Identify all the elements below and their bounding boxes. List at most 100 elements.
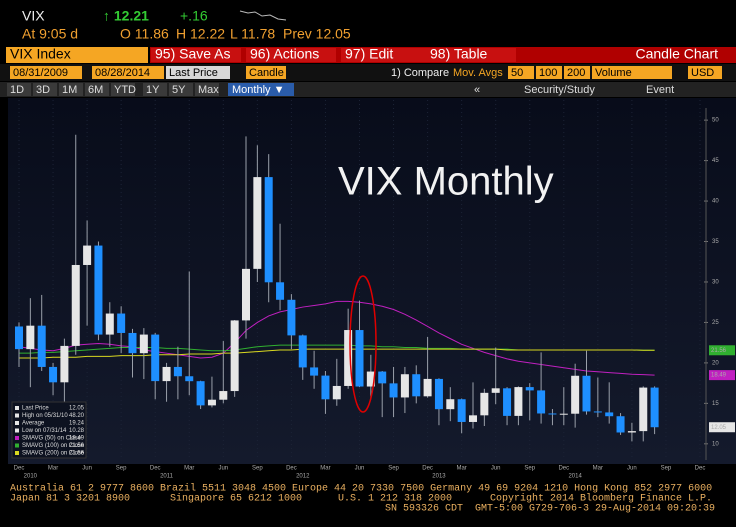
footer-line: U.S. 1 212 318 2000 <box>338 494 452 505</box>
candle-body <box>139 334 148 354</box>
y-tick-label: 15 <box>712 401 719 407</box>
range-button[interactable] <box>33 83 57 96</box>
y-tick-label: 25 <box>712 320 719 326</box>
mov-avgs: Mov. Avgs <box>453 67 503 79</box>
y-tick-label: 45 <box>712 158 719 164</box>
candle-body <box>355 330 364 387</box>
event: Event <box>646 84 674 96</box>
chart: 10 15 20 25 30 35 40 45 50 Dec Mar Jun Sep Dec Mar Jun S… <box>11 100 735 480</box>
x-tick-label: Jun <box>82 466 92 472</box>
toolbar-button[interactable] <box>246 48 336 62</box>
range-button[interactable] <box>195 83 219 96</box>
chart-area <box>8 98 736 464</box>
candle-body <box>412 374 421 397</box>
candle-body <box>253 177 262 269</box>
price-tag-label: 18.49 <box>711 373 727 379</box>
x-tick-label: Dec <box>422 466 433 472</box>
candle-body <box>446 399 455 410</box>
range-button-label: 1M <box>62 84 77 96</box>
candle-body <box>593 411 602 413</box>
lower-study-box[interactable] <box>592 66 672 79</box>
legend-box <box>11 401 87 459</box>
range-button[interactable] <box>111 83 135 96</box>
currency-box[interactable] <box>688 66 722 79</box>
y-tick-label: 10 <box>712 441 719 447</box>
field-box[interactable] <box>166 66 230 79</box>
start-date-box[interactable] <box>10 66 82 79</box>
candle-body <box>94 245 103 335</box>
candle-body <box>514 387 523 416</box>
view-name: Candle Chart <box>636 46 719 62</box>
x-tick-label: Dec <box>695 466 706 472</box>
toolbar-button[interactable] <box>426 48 516 62</box>
legend-label: Last Price <box>22 406 49 412</box>
candle-body <box>400 374 409 398</box>
legend-label: Low on 07/31/14 <box>22 428 67 434</box>
range-button-label: 1D <box>10 84 24 96</box>
period: Monthly ▼ <box>232 84 284 96</box>
x-tick-label: Dec <box>14 466 25 472</box>
candle-body <box>196 381 205 406</box>
year-label: 2011 <box>160 474 174 480</box>
ma-period: 200 <box>567 67 585 79</box>
x-tick-label: Mar <box>48 466 58 472</box>
toolbar-button[interactable] <box>341 48 431 62</box>
y-tick-label: 50 <box>712 118 719 124</box>
legend-swatch <box>15 413 19 418</box>
candle-body <box>298 335 307 368</box>
candle-body <box>378 371 387 384</box>
toolbar-button[interactable] <box>151 48 241 62</box>
open-price: O 11.86 <box>120 26 169 42</box>
security-study: Security/Study <box>524 84 595 96</box>
candle-body <box>639 387 648 432</box>
end-date-box[interactable] <box>92 66 164 79</box>
ticker: VIX <box>22 8 45 24</box>
ma-period-box[interactable] <box>536 66 562 79</box>
candle-body <box>185 376 194 382</box>
chart-style-box[interactable] <box>246 66 286 79</box>
period-box[interactable] <box>228 83 294 96</box>
price-tag-label: 12.05 <box>711 425 727 431</box>
legend-value: 12.05 <box>69 406 85 412</box>
x-tick-label: Mar <box>593 466 603 472</box>
security-box[interactable] <box>6 47 148 63</box>
legend-value: 21.56 <box>69 451 85 457</box>
range-button[interactable] <box>169 83 193 96</box>
range-button[interactable] <box>59 83 83 96</box>
x-tick-label: Sep <box>116 466 127 472</box>
toolbar-button-label: 95) Save As <box>155 46 231 62</box>
range-button[interactable] <box>7 83 31 96</box>
start-date: 08/31/2009 <box>13 67 68 79</box>
ma-period: 100 <box>539 67 557 79</box>
lower-study: Volume <box>595 67 632 79</box>
legend-label: Average <box>22 421 45 427</box>
candle-body <box>310 367 319 376</box>
candle-body <box>276 282 285 300</box>
legend-value: 19.24 <box>69 421 85 427</box>
range-button-label: Max <box>198 84 219 96</box>
y-tick-label: 30 <box>712 280 719 286</box>
toolbar-button-label: 98) Table <box>430 46 488 62</box>
x-tick-label: Jun <box>491 466 501 472</box>
currency: USD <box>691 67 714 79</box>
ma-period-box[interactable] <box>508 66 534 79</box>
year-label: 2010 <box>24 474 38 480</box>
ma-period-box[interactable] <box>564 66 590 79</box>
candle-body <box>287 299 296 336</box>
candle-body <box>344 330 353 386</box>
y-tick-label: 20 <box>712 360 719 366</box>
range-button[interactable] <box>85 83 109 96</box>
toolbar-button-label: 96) Actions <box>250 46 319 62</box>
candle-body <box>605 412 614 417</box>
candle-body <box>264 177 273 283</box>
range-button[interactable] <box>143 83 167 96</box>
candle-body <box>423 378 432 397</box>
legend-swatch <box>15 443 19 448</box>
ma-period: 50 <box>511 67 523 79</box>
candle-body <box>559 413 568 415</box>
candle-body <box>207 399 216 406</box>
candle-body <box>71 264 80 346</box>
toolbar-button-label: 97) Edit <box>345 46 393 62</box>
candle-body <box>15 326 23 350</box>
legend-value: 10.28 <box>69 428 85 434</box>
